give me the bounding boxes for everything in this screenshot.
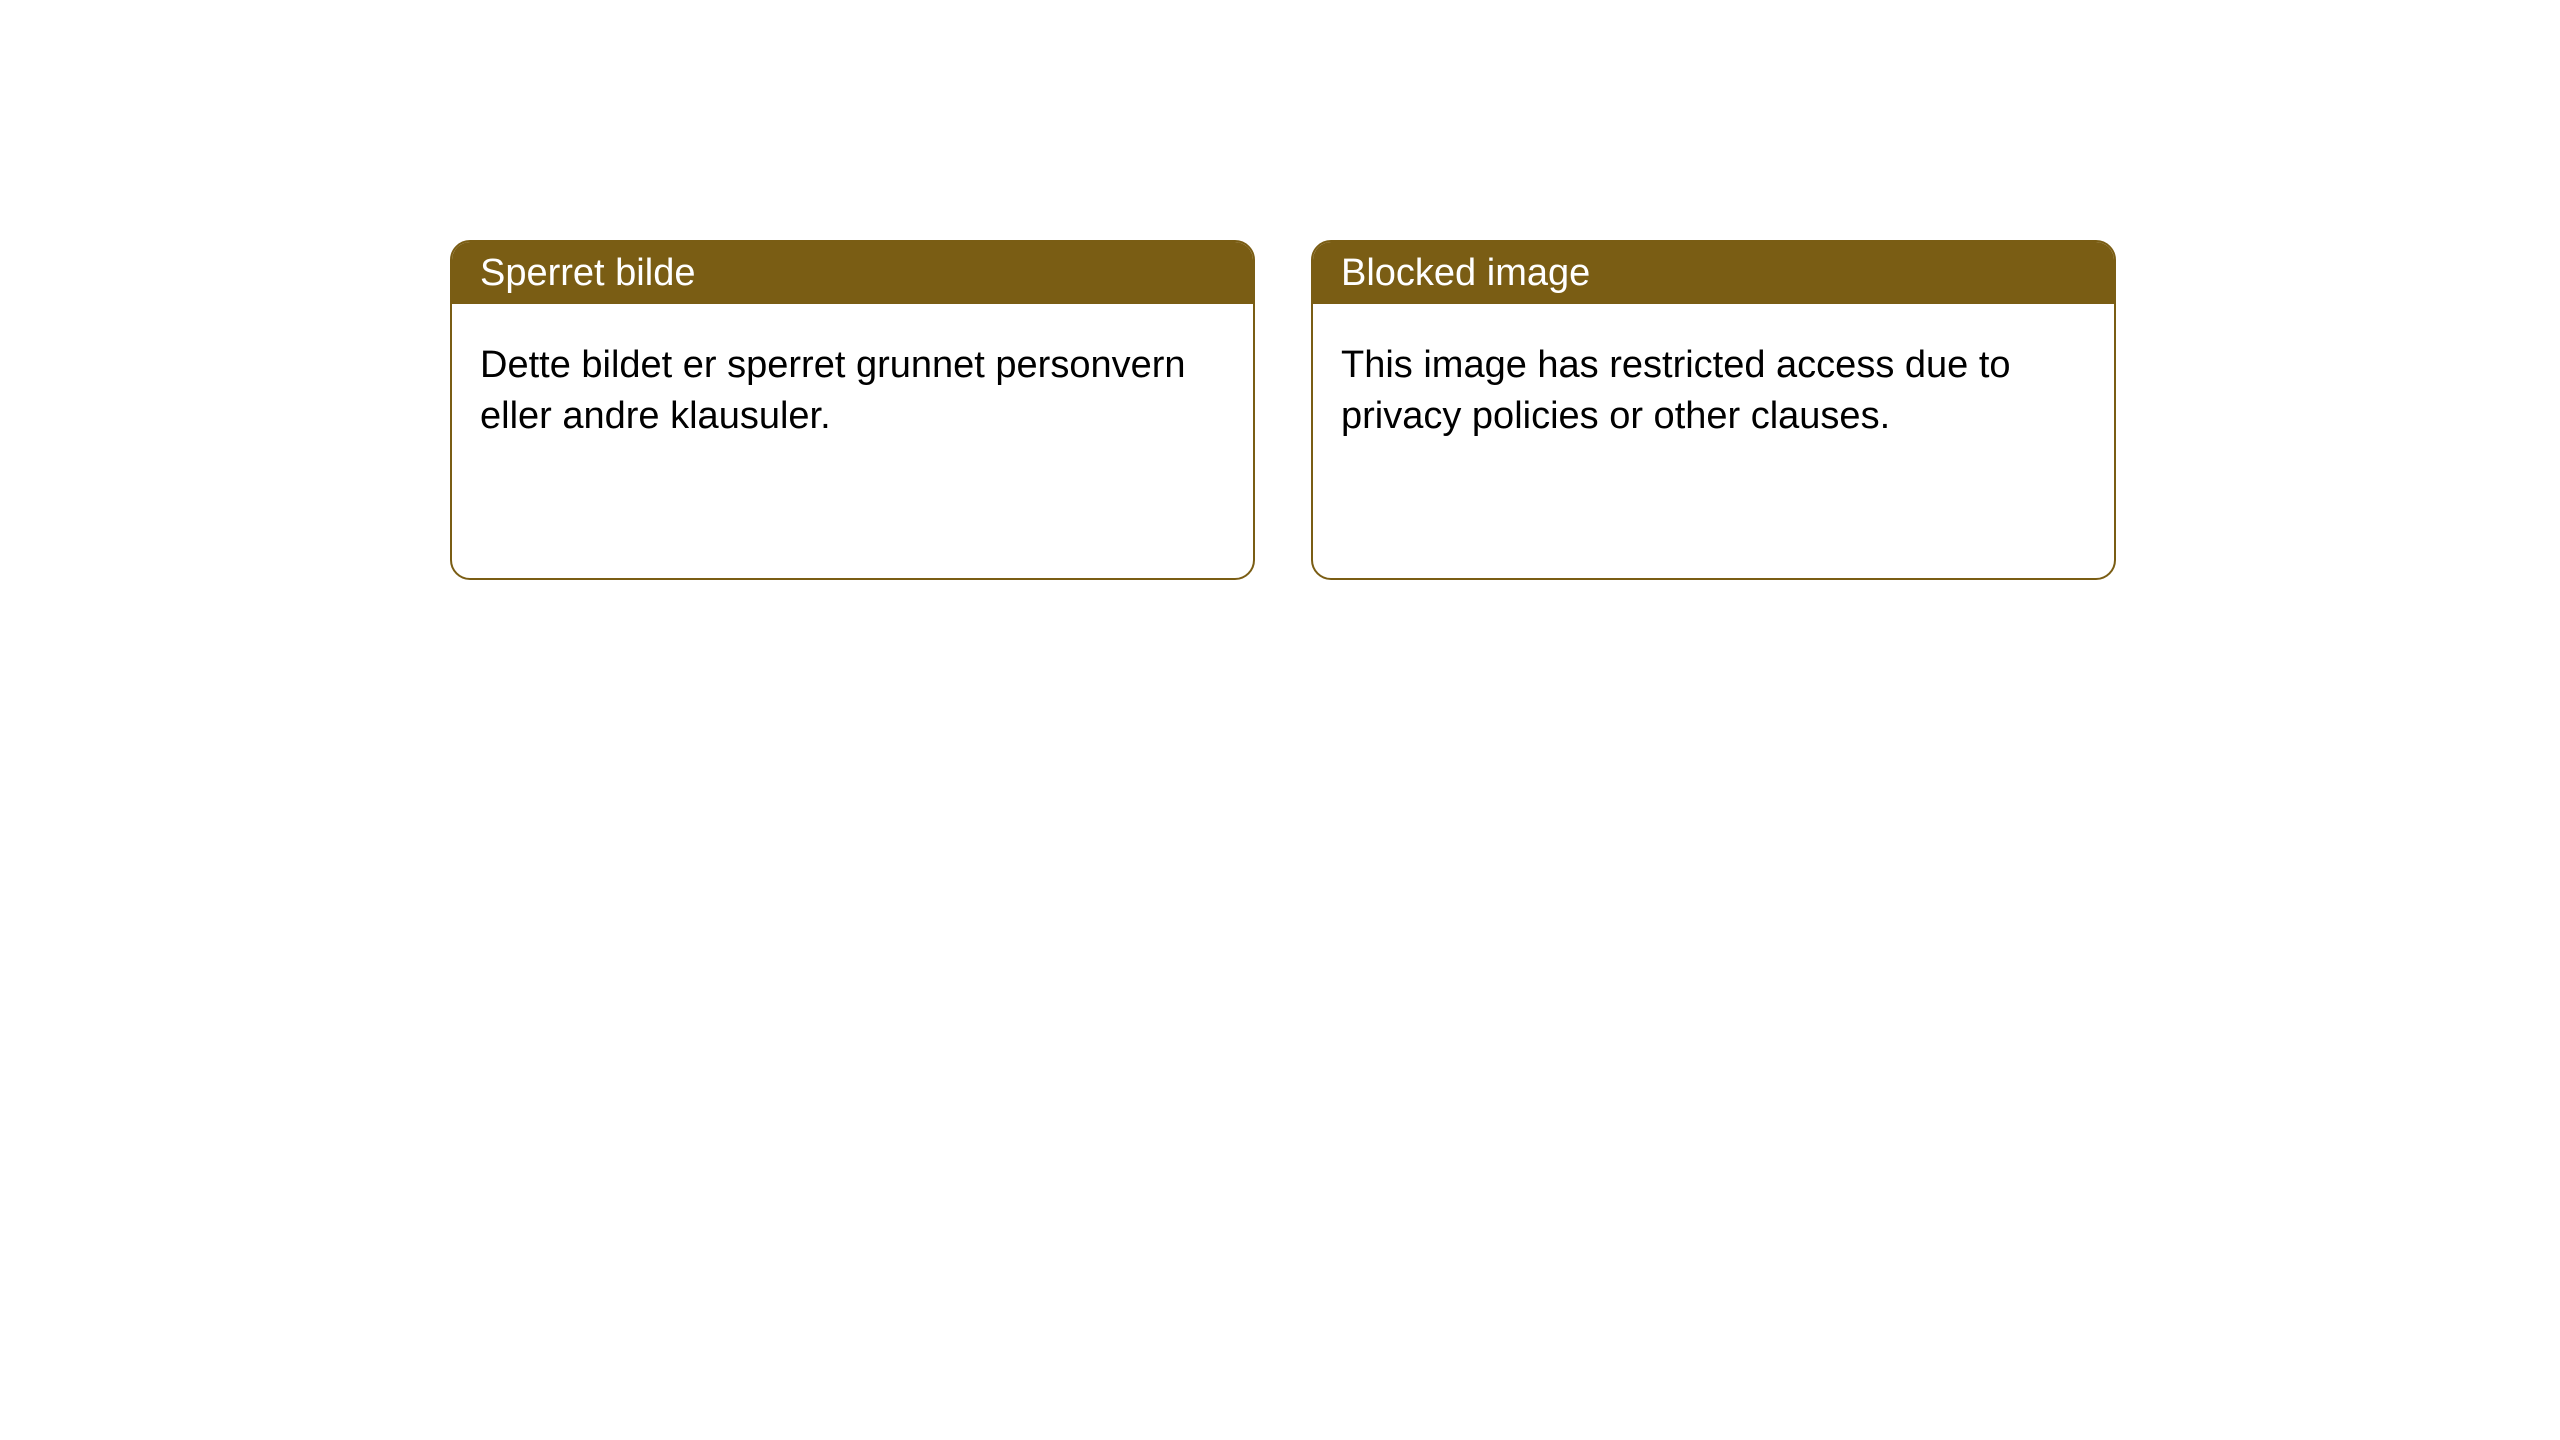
blocked-image-card-en: Blocked image This image has restricted … [1311, 240, 2116, 580]
card-title: Blocked image [1341, 252, 1590, 295]
card-body: Dette bildet er sperret grunnet personve… [452, 304, 1253, 479]
card-title: Sperret bilde [480, 252, 695, 295]
blocked-image-card-no: Sperret bilde Dette bildet er sperret gr… [450, 240, 1255, 580]
card-header: Sperret bilde [452, 242, 1253, 304]
card-header: Blocked image [1313, 242, 2114, 304]
card-body-text: Dette bildet er sperret grunnet personve… [480, 344, 1186, 437]
card-body: This image has restricted access due to … [1313, 304, 2114, 479]
card-body-text: This image has restricted access due to … [1341, 344, 2011, 437]
notice-cards-row: Sperret bilde Dette bildet er sperret gr… [0, 0, 2560, 580]
